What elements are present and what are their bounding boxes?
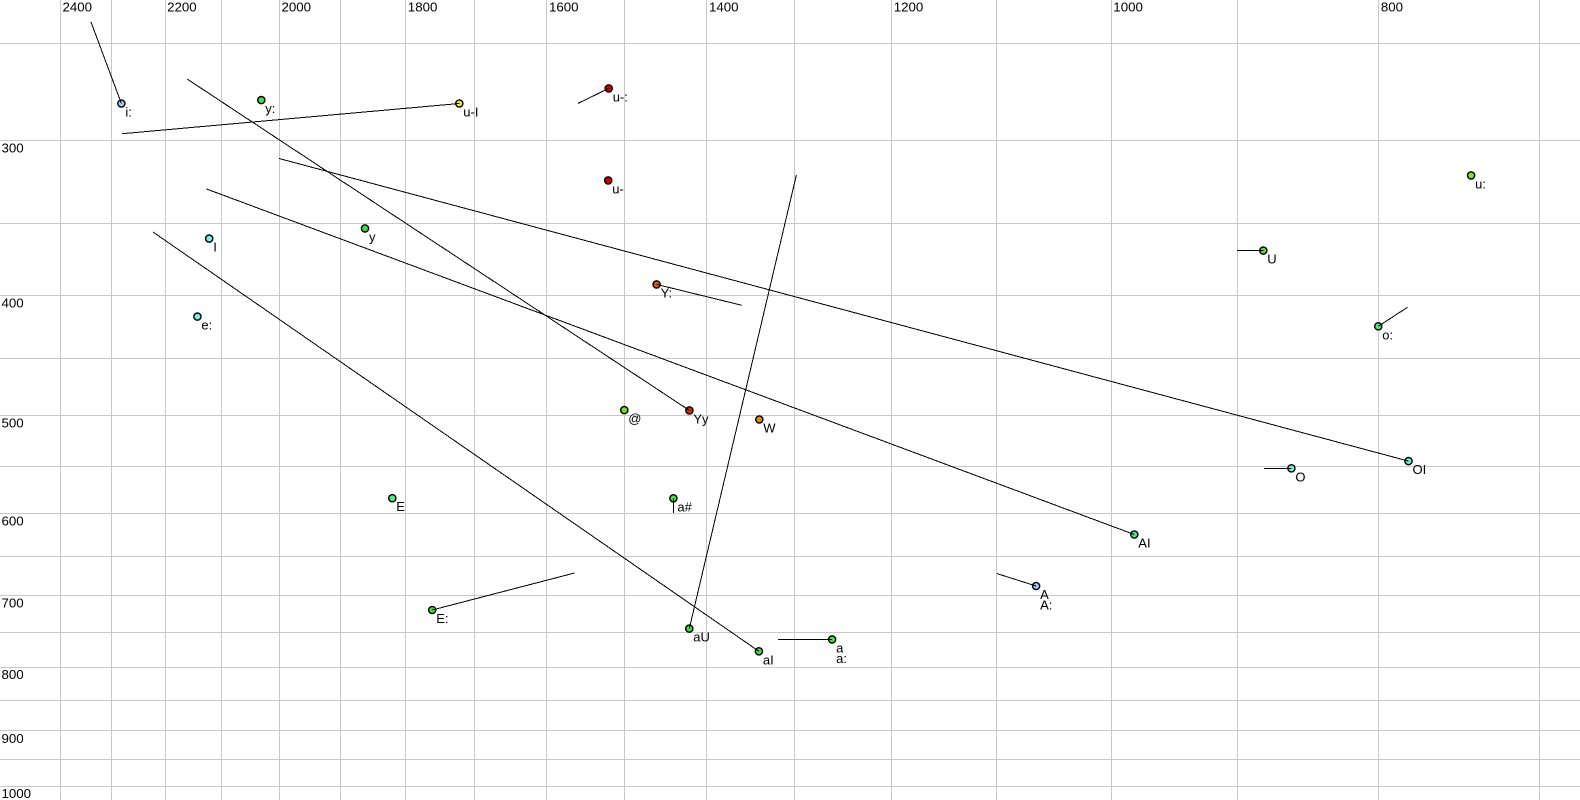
- svg-text:A:: A:: [1040, 598, 1052, 613]
- svg-text:W: W: [763, 421, 776, 436]
- svg-text:2400: 2400: [63, 0, 93, 15]
- svg-text:u-:: u-:: [613, 89, 628, 104]
- svg-text:E:: E:: [436, 611, 448, 626]
- svg-text:i:: i:: [125, 105, 131, 120]
- svg-text:U: U: [1267, 252, 1276, 267]
- svg-text:800: 800: [2, 667, 24, 682]
- svg-text:A: A: [1040, 587, 1049, 602]
- svg-text:y:: y:: [265, 101, 275, 116]
- svg-text:a#: a#: [677, 499, 692, 514]
- svg-text:500: 500: [2, 415, 24, 430]
- svg-text:@: @: [628, 411, 641, 426]
- svg-text:1600: 1600: [549, 0, 579, 15]
- svg-text:o:: o:: [1382, 327, 1393, 342]
- svg-text:300: 300: [2, 140, 24, 155]
- svg-text:600: 600: [2, 513, 24, 528]
- svg-text:1200: 1200: [894, 0, 924, 15]
- svg-text:1000: 1000: [1113, 0, 1143, 15]
- svg-text:O: O: [1295, 469, 1305, 484]
- svg-text:u:: u:: [1475, 176, 1486, 191]
- svg-text:700: 700: [2, 595, 24, 610]
- svg-text:E: E: [396, 499, 405, 514]
- svg-text:900: 900: [2, 731, 24, 746]
- svg-text:aU: aU: [693, 630, 710, 645]
- svg-text:y: y: [369, 229, 376, 244]
- svg-text:a:: a:: [836, 651, 847, 666]
- svg-text:Y:: Y:: [661, 285, 673, 300]
- svg-text:AI: AI: [1138, 536, 1150, 551]
- svg-text:2000: 2000: [282, 0, 312, 15]
- svg-text:2200: 2200: [167, 0, 197, 15]
- svg-text:u-I: u-I: [463, 105, 478, 120]
- svg-text:800: 800: [1381, 0, 1403, 15]
- svg-text:e:: e:: [201, 318, 212, 333]
- svg-text:a: a: [836, 640, 844, 655]
- svg-text:u-: u-: [612, 181, 624, 196]
- svg-text:OI: OI: [1413, 462, 1427, 477]
- svg-text:1400: 1400: [709, 0, 739, 15]
- svg-text:I: I: [213, 240, 217, 255]
- svg-text:Yy: Yy: [693, 411, 709, 426]
- svg-text:1000: 1000: [2, 786, 32, 800]
- svg-text:aI: aI: [763, 652, 774, 667]
- svg-text:400: 400: [2, 295, 24, 310]
- svg-text:1800: 1800: [408, 0, 438, 15]
